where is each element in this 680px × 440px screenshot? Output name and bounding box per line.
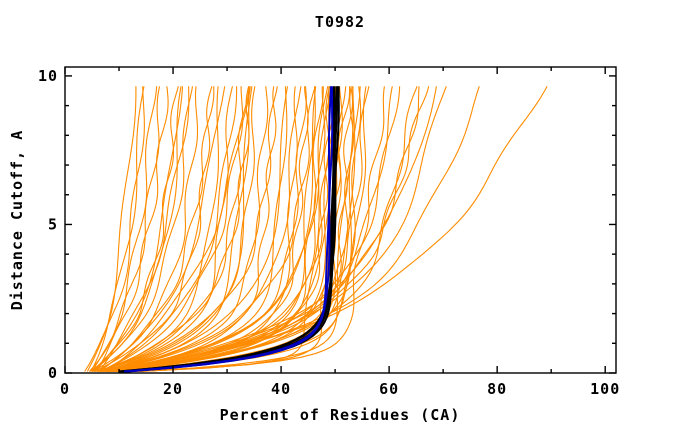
highlight-model-curve-black [125, 86, 340, 373]
highlight-model-curve-blue [126, 86, 334, 373]
server-model-curve [92, 86, 194, 372]
x-tick-label: 0 [60, 380, 70, 398]
highlight-model-curve-black [120, 86, 338, 373]
y-axis-label: Distance Cutoff, A [8, 129, 26, 311]
server-model-curve [101, 86, 288, 373]
server-model-curve [99, 86, 238, 372]
server-model-curve [91, 86, 199, 372]
x-tick-label: 20 [163, 380, 183, 398]
server-model-curve [107, 86, 316, 373]
server-model-curve [136, 86, 354, 373]
server-model-curve [94, 86, 234, 373]
server-model-curve [117, 86, 480, 373]
chart-title: T0982 [314, 13, 366, 31]
server-model-curve [101, 86, 277, 373]
server-model-curve [102, 86, 278, 373]
server-model-curve [102, 86, 244, 372]
server-model-curve [111, 86, 437, 373]
plot-frame [64, 66, 617, 374]
y-tick-label: 10 [38, 67, 58, 85]
x-axis-label: Percent of Residues (CA) [219, 406, 461, 424]
server-model-curve [108, 86, 334, 373]
server-model-curve [139, 86, 332, 373]
x-tick-label: 100 [590, 380, 620, 398]
y-tick-label: 5 [48, 215, 58, 233]
server-model-curve [97, 86, 215, 372]
server-model-curve [89, 86, 182, 372]
server-model-curve [104, 86, 302, 373]
server-model-curve [96, 86, 220, 373]
server-model-curve [105, 86, 289, 373]
server-model-curve [100, 86, 253, 373]
server-model-curve [138, 86, 385, 373]
highlight-model-curve-black [126, 86, 339, 373]
server-model-curve [106, 86, 309, 373]
server-model-curve [117, 86, 362, 373]
server-model-curve [105, 86, 316, 373]
x-tick-label: 80 [487, 380, 507, 398]
server-model-curve [99, 86, 226, 372]
server-model-curve [88, 86, 161, 372]
server-model-curve [110, 86, 430, 373]
server-model-curve [84, 86, 145, 372]
x-tick-label: 40 [271, 380, 291, 398]
server-model-curve [111, 86, 401, 373]
server-model-curve [108, 86, 326, 373]
server-model-curve [109, 86, 393, 373]
server-model-curve [97, 86, 250, 373]
server-model-curve [95, 86, 169, 372]
server-model-curve [106, 86, 317, 373]
server-model-curve [111, 86, 298, 373]
server-model-curve [110, 86, 447, 373]
server-model-curve [91, 86, 179, 372]
server-model-curve [97, 86, 256, 373]
server-model-curve [126, 86, 548, 373]
server-model-curve [101, 86, 269, 373]
server-model-curve [104, 86, 251, 372]
y-tick-label: 0 [48, 364, 58, 382]
server-model-curve [98, 86, 190, 372]
server-model-curve [93, 86, 213, 372]
server-model-curve [91, 86, 158, 372]
server-model-curve [107, 86, 329, 373]
x-tick-label: 60 [379, 380, 399, 398]
server-model-curve [93, 86, 184, 372]
server-model-curve [107, 86, 324, 373]
